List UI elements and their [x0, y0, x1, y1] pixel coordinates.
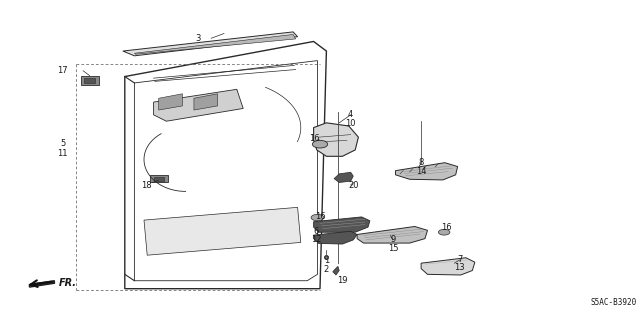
Polygon shape: [154, 89, 243, 121]
Text: 7: 7: [457, 255, 462, 263]
Polygon shape: [333, 266, 339, 275]
Text: 8: 8: [419, 158, 424, 167]
Text: 1: 1: [324, 256, 329, 265]
Polygon shape: [29, 281, 54, 287]
Circle shape: [312, 140, 328, 148]
Polygon shape: [314, 231, 357, 244]
Text: 3: 3: [196, 34, 201, 43]
Text: FR.: FR.: [59, 278, 77, 288]
Text: 12: 12: [311, 235, 321, 244]
Bar: [150, 175, 168, 182]
Polygon shape: [396, 163, 458, 180]
Polygon shape: [194, 94, 218, 110]
Text: 11: 11: [58, 149, 68, 158]
Bar: [84, 78, 95, 83]
Text: 14: 14: [416, 167, 426, 176]
Text: 15: 15: [388, 244, 398, 253]
Text: 9: 9: [390, 235, 396, 244]
Polygon shape: [334, 172, 353, 182]
Text: 13: 13: [454, 263, 465, 272]
Text: 17: 17: [58, 66, 68, 75]
Polygon shape: [357, 226, 428, 243]
Circle shape: [438, 229, 450, 235]
Circle shape: [311, 214, 324, 221]
Text: 2: 2: [324, 265, 329, 274]
Bar: [154, 177, 164, 181]
Text: 20: 20: [348, 181, 358, 189]
Text: 16: 16: [310, 134, 320, 143]
Polygon shape: [314, 123, 358, 156]
Text: 5: 5: [60, 139, 65, 148]
Polygon shape: [421, 258, 475, 275]
Text: 4: 4: [348, 110, 353, 119]
Text: 6: 6: [314, 227, 319, 236]
Text: 19: 19: [337, 276, 348, 285]
Polygon shape: [159, 94, 182, 110]
Text: 10: 10: [346, 119, 356, 128]
Polygon shape: [134, 34, 296, 54]
Text: 16: 16: [442, 223, 452, 232]
Text: 16: 16: [315, 212, 325, 221]
Bar: [81, 76, 99, 85]
Polygon shape: [314, 217, 370, 232]
Polygon shape: [123, 32, 298, 56]
Text: 18: 18: [141, 181, 151, 189]
Polygon shape: [144, 207, 301, 255]
Text: S5AC-B3920: S5AC-B3920: [591, 298, 637, 307]
